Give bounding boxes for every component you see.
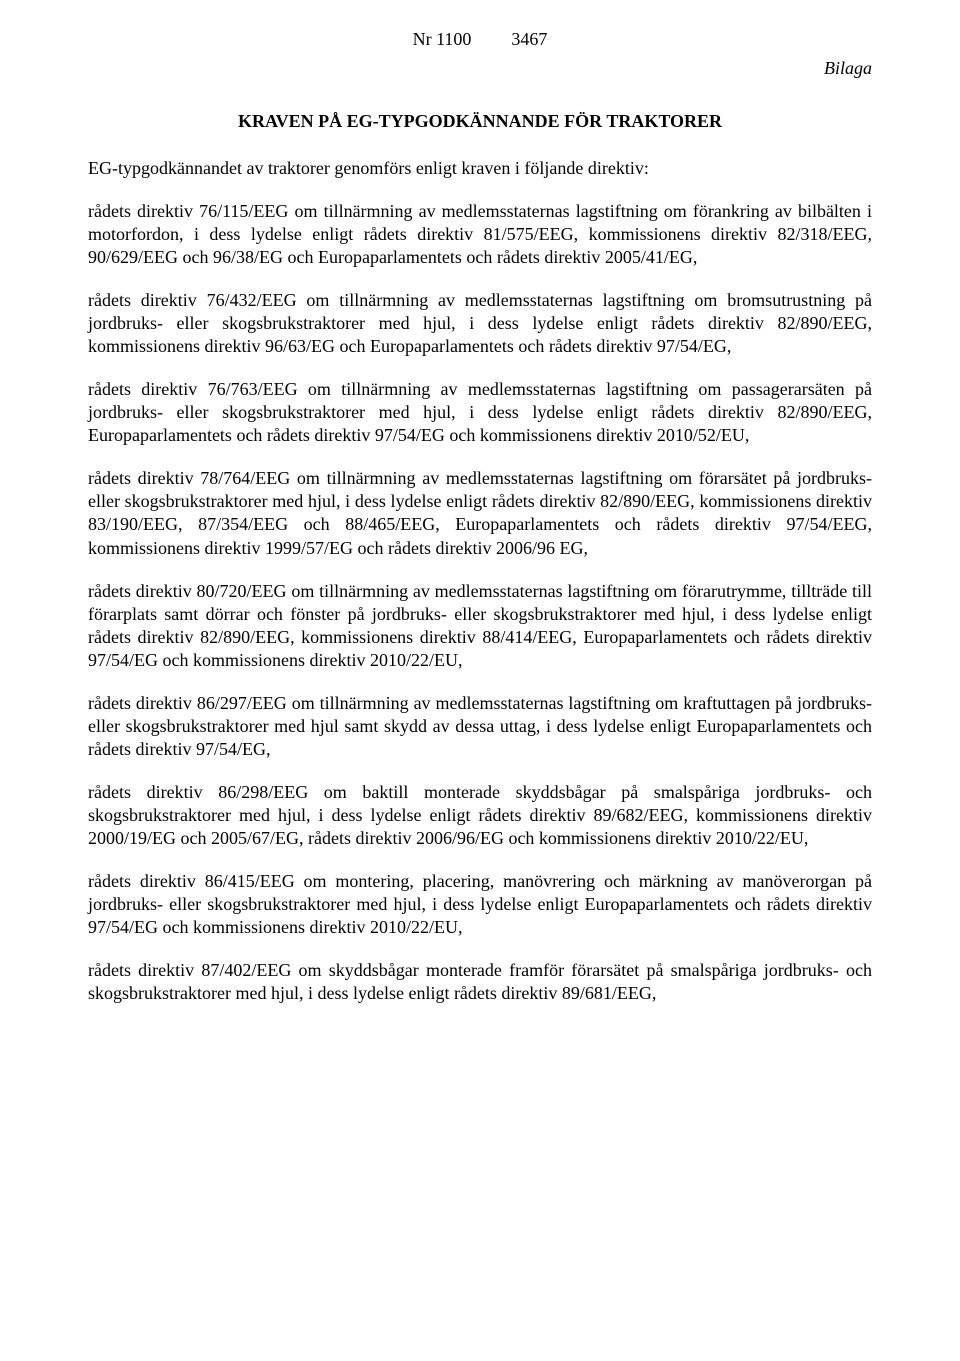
page-number: 3467 <box>511 28 547 51</box>
directive-paragraph: rådets direktiv 78/764/EEG om tillnärmni… <box>88 467 872 559</box>
intro-text: EG-typgodkännandet av traktorer genomför… <box>88 157 872 180</box>
document-number: Nr 1100 <box>413 28 472 51</box>
directive-paragraph: rådets direktiv 86/298/EEG om baktill mo… <box>88 781 872 850</box>
directive-paragraph: rådets direktiv 76/763/EEG om tillnärmni… <box>88 378 872 447</box>
directive-paragraph: rådets direktiv 76/115/EEG om tillnärmni… <box>88 200 872 269</box>
directive-paragraph: rådets direktiv 76/432/EEG om tillnärmni… <box>88 289 872 358</box>
document-title: KRAVEN PÅ EG-TYPGODKÄNNANDE FÖR TRAKTORE… <box>88 110 872 133</box>
directive-paragraph: rådets direktiv 80/720/EEG om tillnärmni… <box>88 580 872 672</box>
page-container: Nr 1100 3467 Bilaga KRAVEN PÅ EG-TYPGODK… <box>0 0 960 1065</box>
directive-paragraph: rådets direktiv 86/415/EEG om montering,… <box>88 870 872 939</box>
directive-paragraph: rådets direktiv 87/402/EEG om skyddsbåga… <box>88 959 872 1005</box>
annex-label: Bilaga <box>88 57 872 80</box>
header-line: Nr 1100 3467 <box>88 28 872 51</box>
directive-paragraph: rådets direktiv 86/297/EEG om tillnärmni… <box>88 692 872 761</box>
